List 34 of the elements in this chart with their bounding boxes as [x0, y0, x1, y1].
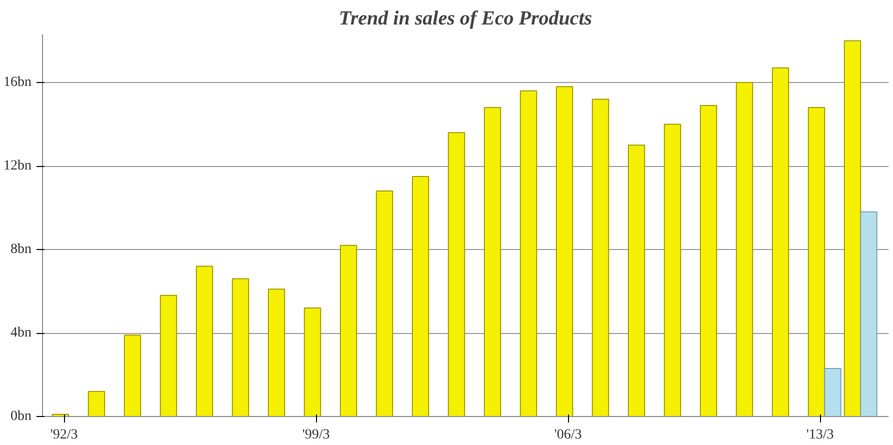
x-tick-label: '13/3 [806, 428, 834, 442]
bar [808, 107, 826, 416]
bar [88, 390, 106, 416]
bar [484, 107, 502, 416]
bar [124, 334, 142, 416]
y-tick-label: 16bn [4, 75, 32, 90]
bar [592, 98, 610, 416]
bar [700, 104, 718, 416]
bar [736, 82, 754, 416]
bar [448, 132, 466, 416]
y-tick-label: 8bn [10, 242, 32, 258]
bar [556, 86, 574, 416]
bar [304, 307, 322, 416]
bar [412, 176, 430, 416]
y-tick-label: 0bn [10, 409, 32, 424]
bar [844, 40, 862, 416]
x-tick-label: '92/3 [50, 428, 78, 442]
x-tick-label: '06/3 [554, 428, 582, 442]
bar [860, 211, 878, 416]
chart-title: Trend in sales of Eco Products [338, 8, 592, 30]
bar [268, 288, 286, 416]
bar [376, 190, 394, 416]
bar [196, 266, 214, 416]
bar [628, 144, 646, 416]
bar [520, 90, 538, 416]
y-tick-label: 4bn [10, 326, 32, 341]
bar [824, 368, 842, 416]
bar [340, 244, 358, 416]
bar [232, 278, 250, 416]
bar [664, 124, 682, 416]
bar [160, 294, 178, 416]
y-tick-label: 12bn [4, 158, 32, 174]
bar [772, 67, 790, 416]
x-tick-label: '99/3 [302, 428, 330, 442]
